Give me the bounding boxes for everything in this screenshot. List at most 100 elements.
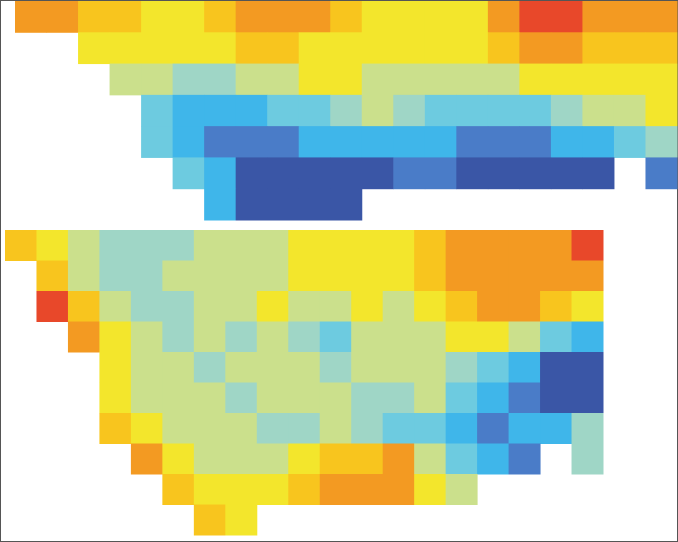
heat-cell [477, 230, 510, 261]
heat-cell [550, 32, 583, 65]
heat-cell [130, 382, 163, 414]
heat-cell [204, 63, 237, 96]
heat-cell [361, 1, 394, 33]
heat-cell [141, 63, 174, 96]
heat-cell [540, 291, 573, 322]
heat-cell [225, 474, 258, 505]
heat-cell [193, 260, 226, 292]
heat-cell [225, 291, 258, 322]
heat-cell [162, 382, 195, 414]
heat-cell [456, 126, 489, 158]
heat-cell [519, 157, 552, 190]
heat-cell [456, 32, 489, 65]
heat-cell [456, 1, 489, 33]
heat-cell [445, 352, 478, 383]
heat-cell [288, 474, 321, 505]
heat-cell [487, 63, 520, 96]
heat-cell [414, 260, 447, 292]
heat-cell [130, 230, 163, 261]
heat-cell [582, 32, 615, 65]
heat-cell [477, 291, 510, 322]
heat-cell [288, 291, 321, 322]
heat-cell [445, 260, 478, 292]
heat-cell [382, 382, 415, 414]
heat-cell [130, 291, 163, 322]
heat-cell [330, 126, 363, 158]
heat-cell [382, 260, 415, 292]
heat-cell [571, 413, 604, 444]
heat-cell [162, 474, 195, 505]
heat-cell [382, 474, 415, 505]
heat-cell [519, 94, 552, 127]
heat-cell [414, 413, 447, 444]
heat-cell [393, 126, 426, 158]
heat-cell [571, 321, 604, 353]
heat-cell [99, 413, 132, 444]
heat-cell [519, 32, 552, 65]
heat-cell [645, 94, 678, 127]
heat-cell [477, 352, 510, 383]
heat-cell [36, 291, 69, 322]
heat-cell [645, 157, 678, 190]
heat-cell [351, 352, 384, 383]
heat-cell [162, 413, 195, 444]
heat-cell [382, 230, 415, 261]
heat-cell [445, 321, 478, 353]
heat-cell [330, 188, 363, 221]
heat-cell [582, 63, 615, 96]
heat-cell [414, 474, 447, 505]
heat-cell [414, 291, 447, 322]
heat-cell [613, 126, 646, 158]
heat-cell [382, 413, 415, 444]
heat-cell [487, 157, 520, 190]
heat-cell [456, 63, 489, 96]
heat-cell [645, 63, 678, 96]
heat-cell [519, 126, 552, 158]
heat-cell [571, 352, 604, 383]
heat-cell [613, 1, 646, 33]
heat-cell [445, 230, 478, 261]
heat-cell [477, 321, 510, 353]
heat-cell [382, 321, 415, 353]
heat-cell [235, 63, 268, 96]
heat-cell [571, 382, 604, 414]
heat-cell [540, 413, 573, 444]
heat-cell [508, 443, 541, 475]
heat-cell [382, 443, 415, 475]
heat-cell [540, 260, 573, 292]
heat-cell [582, 126, 615, 158]
heat-cell [256, 352, 289, 383]
heat-cell [235, 126, 268, 158]
heat-cell [99, 230, 132, 261]
heat-cell [193, 321, 226, 353]
heat-cell [235, 157, 268, 190]
heat-cell [256, 382, 289, 414]
heat-cell [172, 63, 205, 96]
heat-cell [204, 157, 237, 190]
heat-cell [508, 321, 541, 353]
heat-cell [361, 63, 394, 96]
heat-cell [141, 1, 174, 33]
heat-cell [109, 63, 142, 96]
heat-cell [99, 260, 132, 292]
heat-cell [351, 474, 384, 505]
heat-cell [288, 352, 321, 383]
heat-cell [361, 94, 394, 127]
heat-cell [298, 63, 331, 96]
heat-cell [225, 413, 258, 444]
heat-cell [141, 94, 174, 127]
heat-cell [393, 94, 426, 127]
heat-cell [67, 260, 100, 292]
heat-cell [550, 94, 583, 127]
heat-cell [130, 352, 163, 383]
heat-cell [445, 443, 478, 475]
heat-cell [393, 157, 426, 190]
heat-cell [36, 230, 69, 261]
heat-cell [414, 352, 447, 383]
heat-cell [298, 188, 331, 221]
heat-cell [351, 413, 384, 444]
heat-cell [267, 94, 300, 127]
heat-cell [15, 1, 48, 33]
heat-cell [582, 94, 615, 127]
